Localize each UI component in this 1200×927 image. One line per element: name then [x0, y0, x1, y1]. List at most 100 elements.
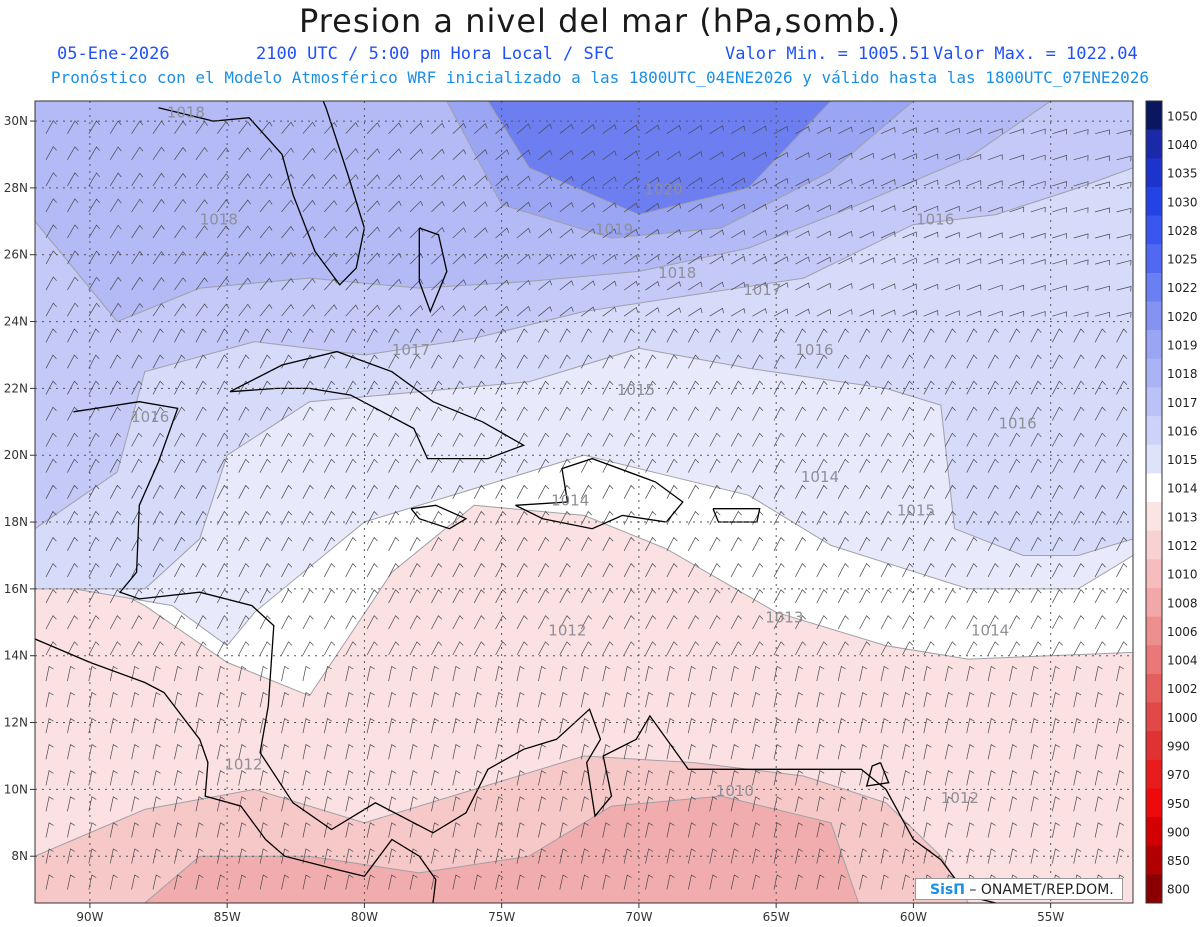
coastline	[418, 227, 448, 314]
lon-tick-label: 90W	[76, 910, 103, 924]
colorbar-frame	[1145, 100, 1163, 904]
colorbar-swatch	[1146, 817, 1162, 847]
colorbar-swatch	[1146, 473, 1162, 503]
colorbar-label: 1050	[1167, 109, 1198, 123]
contour-label: 1019	[595, 221, 633, 239]
contour-label: 1017	[392, 341, 430, 359]
colorbar-swatch	[1146, 759, 1162, 789]
colorbar-label: 1019	[1167, 339, 1198, 353]
colorbar-label: 900	[1167, 825, 1190, 839]
lat-tick-label: 28N	[4, 181, 28, 195]
colorbar-swatch	[1146, 272, 1162, 302]
colorbar-label: 1014	[1167, 482, 1198, 496]
colorbar-label: 1016	[1167, 424, 1198, 438]
contour-label: 1018	[658, 264, 696, 282]
contour-label: 1014	[801, 468, 839, 486]
colorbar-swatch	[1146, 731, 1162, 761]
lat-tick-label: 18N	[4, 515, 28, 529]
colorbar-label: 1030	[1167, 195, 1198, 209]
contour-label: 1017	[743, 281, 781, 299]
contour-label: 1014	[551, 491, 589, 509]
max-value-label: Valor Max. = 1022.04	[933, 44, 1138, 64]
colorbar-swatch	[1146, 301, 1162, 331]
contour-label: 1012	[548, 622, 586, 640]
colorbar-swatch	[1146, 215, 1162, 245]
coastline	[515, 457, 684, 530]
colorbar-label: 1012	[1167, 539, 1198, 553]
contour-label: 1012	[224, 755, 262, 773]
colorbar-swatch	[1146, 788, 1162, 818]
lat-tick-label: 30N	[4, 114, 28, 128]
colorbar-label: 850	[1167, 854, 1190, 868]
lat-tick-label: 24N	[4, 315, 28, 329]
contour-label: 1015	[897, 501, 935, 519]
colorbar-swatch	[1146, 416, 1162, 446]
min-value-label: Valor Min. = 1005.51	[725, 44, 930, 64]
field-1008-south	[144, 795, 860, 903]
colorbar-label: 1004	[1167, 654, 1198, 668]
grid-lines	[35, 101, 1133, 903]
colorbar-label: 800	[1167, 883, 1190, 897]
time-info-label: 2100 UTC / 5:00 pm Hora Local / SFC	[256, 44, 615, 64]
colorbar-swatch	[1146, 444, 1162, 474]
colorbar-swatch	[1146, 874, 1162, 904]
colorbar-label: 970	[1167, 768, 1190, 782]
contour-label: 1016	[131, 408, 169, 426]
colorbar-swatch	[1146, 101, 1162, 131]
coastline	[865, 761, 890, 787]
colorbar-swatch	[1146, 129, 1162, 159]
coastline	[158, 101, 366, 286]
lon-tick-label: 85W	[214, 910, 241, 924]
coastline	[73, 401, 996, 903]
lat-tick-label: 8N	[11, 849, 28, 863]
contour-label: 1016	[916, 211, 954, 229]
map-field: 1018 1020 1019 1018 1018 1017 1016 1017 1016 1015…	[35, 101, 1133, 903]
sispi-logo: SisΠ	[930, 882, 965, 898]
contour-label: 1016	[999, 415, 1037, 433]
lat-tick-label: 16N	[4, 582, 28, 596]
colorbar-swatch	[1146, 358, 1162, 388]
lat-tick-label: 26N	[4, 248, 28, 262]
coastline	[410, 504, 468, 530]
credit-text: – ONAMET/REP.DOM.	[969, 882, 1114, 898]
colorbar-swatch	[1146, 244, 1162, 274]
colorbar-label: 1028	[1167, 224, 1198, 238]
colorbar-label: 1020	[1167, 310, 1198, 324]
contour-label: 1015	[617, 381, 655, 399]
colorbar-swatch	[1146, 845, 1162, 875]
colorbar-label: 1022	[1167, 281, 1198, 295]
colorbar-label: 1025	[1167, 253, 1198, 267]
contour-label: 1016	[795, 341, 833, 359]
coastline	[229, 350, 526, 460]
coastline	[35, 638, 437, 903]
colorbar-label: 1010	[1167, 568, 1198, 582]
contour-label: 1014	[971, 622, 1009, 640]
lat-tick-label: 14N	[4, 649, 28, 663]
colorbar-label: 1002	[1167, 682, 1198, 696]
colorbar-swatch	[1146, 587, 1162, 617]
colorbar-swatch	[1146, 186, 1162, 216]
colorbar-label: 1006	[1167, 625, 1198, 639]
colorbar-label: 1035	[1167, 167, 1198, 181]
colorbar-label: 1015	[1167, 453, 1198, 467]
colorbar-label: 1018	[1167, 367, 1198, 381]
colorbar-label: 1013	[1167, 510, 1198, 524]
colorbar-label: 990	[1167, 740, 1190, 754]
lat-tick-label: 12N	[4, 716, 28, 730]
lat-tick-label: 22N	[4, 381, 28, 395]
field-1020	[487, 101, 832, 216]
colorbar-swatch	[1146, 616, 1162, 646]
lat-tick-label: 10N	[4, 782, 28, 796]
colorbar-label: 950	[1167, 797, 1190, 811]
colorbar-label: 1040	[1167, 138, 1198, 152]
lon-tick-label: 65W	[763, 910, 790, 924]
colorbar-swatch	[1146, 673, 1162, 703]
colorbar-swatch	[1146, 158, 1162, 188]
contour-label: 1013	[765, 608, 803, 626]
lon-tick-label: 75W	[488, 910, 515, 924]
chart-title: Presion a nivel del mar (hPa,somb.)	[298, 2, 902, 40]
forecast-info-label: Pronóstico con el Modelo Atmosférico WRF…	[50, 68, 1150, 87]
colorbar-swatch	[1146, 387, 1162, 417]
colorbar-swatch	[1146, 530, 1162, 560]
